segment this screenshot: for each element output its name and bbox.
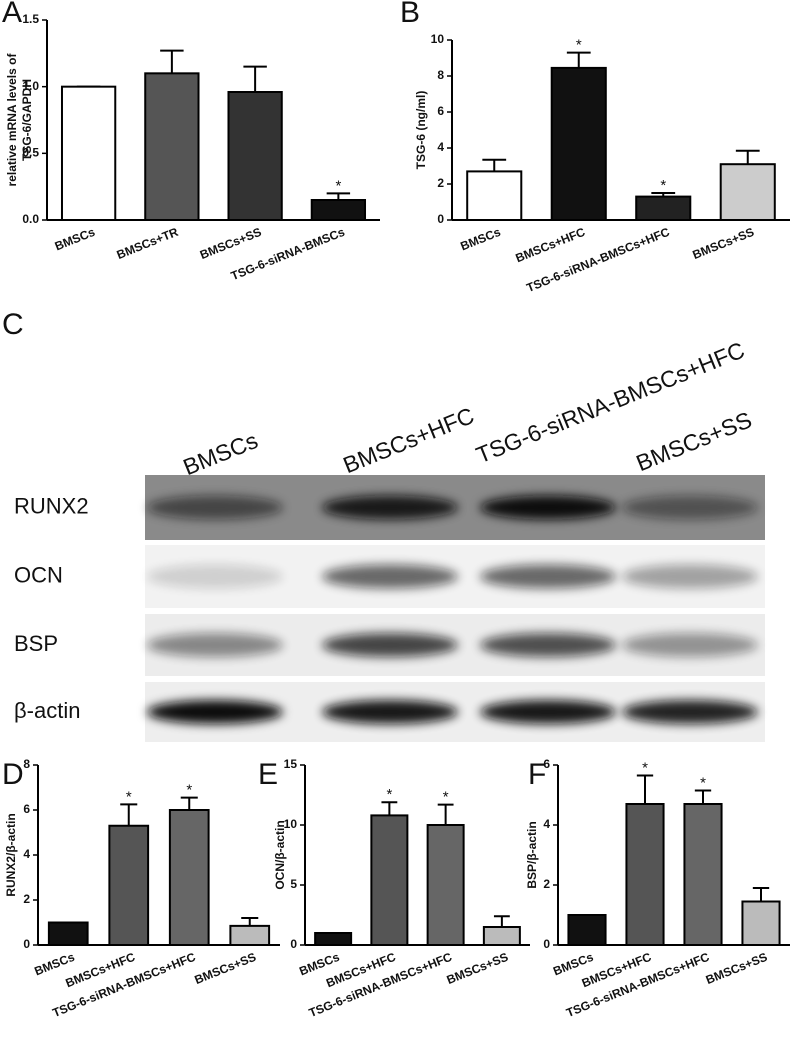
y-tick-label: 4: [23, 847, 30, 861]
panel-label: C: [2, 308, 24, 341]
blot-band: [480, 564, 616, 589]
y-tick-label: 4: [437, 140, 444, 154]
bar: [47, 921, 89, 946]
panel-label: E: [258, 758, 278, 791]
significance-marker: *: [660, 177, 666, 194]
bar: [168, 809, 210, 946]
blot-band: [147, 633, 283, 657]
y-tick-label: 6: [543, 757, 550, 771]
bar: [466, 170, 523, 221]
y-tick-label: 0.5: [22, 146, 39, 160]
bar: [482, 926, 521, 946]
blot-row-label: BSP: [14, 631, 58, 656]
significance-marker: *: [576, 37, 582, 54]
y-tick-label: 8: [437, 68, 444, 82]
bar: [719, 163, 776, 221]
y-tick-label: 4: [543, 817, 550, 831]
blot-band: [622, 633, 758, 657]
y-tick-label: 2: [543, 877, 550, 891]
y-axis-label: RUNX2/β-actin: [4, 813, 18, 896]
y-axis-label: relative mRNA levels of: [5, 53, 19, 187]
y-tick-label: 0: [23, 937, 30, 951]
significance-marker: *: [335, 177, 341, 194]
y-tick-label: 0: [290, 937, 297, 951]
y-axis-label: TSG-6 (ng/ml): [414, 91, 428, 170]
blot-band: [322, 700, 458, 724]
significance-marker: *: [126, 788, 132, 805]
y-tick-label: 10: [431, 32, 445, 46]
bar: [550, 66, 607, 222]
blot-band: [480, 633, 616, 657]
y-tick-label: 6: [23, 802, 30, 816]
blot-band: [147, 564, 283, 589]
bar: [144, 72, 200, 222]
bar: [108, 824, 150, 946]
bar: [229, 924, 271, 946]
significance-marker: *: [386, 786, 392, 803]
bar: [227, 91, 283, 221]
blot-band: [322, 564, 458, 589]
bar: [426, 824, 465, 946]
blot-band: [480, 495, 616, 520]
blot-band: [147, 495, 283, 520]
blot-row-label: RUNX2: [14, 493, 89, 518]
y-tick-label: 15: [284, 757, 298, 771]
y-axis-label: BSP/β-actin: [525, 821, 539, 888]
y-tick-label: 5: [290, 877, 297, 891]
y-tick-label: 6: [437, 104, 444, 118]
blot-band: [480, 700, 616, 724]
y-tick-label: 0.0: [22, 212, 39, 226]
significance-marker: *: [443, 789, 449, 806]
panel-label: D: [2, 758, 24, 791]
blot-band: [622, 700, 758, 724]
bar: [635, 195, 692, 222]
blot-band: [322, 633, 458, 657]
y-tick-label: 2: [23, 892, 30, 906]
y-axis-label: TSG-6/GAPDH: [20, 79, 34, 161]
blot-band: [622, 564, 758, 589]
bar: [683, 803, 723, 946]
panel-label: B: [400, 0, 420, 29]
y-tick-label: 10: [284, 817, 298, 831]
significance-marker: *: [700, 774, 706, 791]
panel-label: F: [528, 758, 546, 791]
significance-marker: *: [186, 782, 192, 799]
y-tick-label: 0: [437, 212, 444, 226]
bar: [60, 85, 117, 221]
bar: [370, 814, 409, 947]
bar: [625, 803, 665, 946]
bar: [741, 900, 781, 946]
bar: [310, 199, 367, 221]
blot-band: [322, 495, 458, 520]
bar: [567, 914, 607, 946]
blot-band: [622, 495, 758, 520]
y-tick-label: 8: [23, 757, 30, 771]
significance-marker: *: [642, 759, 648, 776]
panel-label: A: [2, 0, 22, 29]
bar: [314, 932, 353, 946]
blot-row-label: OCN: [14, 562, 63, 587]
y-tick-label: 2: [437, 176, 444, 190]
blot-row-label: β-actin: [14, 698, 80, 723]
y-axis-label: OCN/β-actin: [273, 820, 287, 889]
y-tick-label: 1.5: [22, 12, 39, 26]
y-tick-label: 1.0: [22, 79, 39, 93]
blot-band: [147, 700, 283, 724]
y-tick-label: 0: [543, 937, 550, 951]
